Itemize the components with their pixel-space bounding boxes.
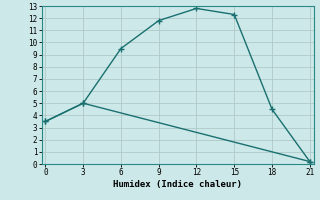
X-axis label: Humidex (Indice chaleur): Humidex (Indice chaleur) <box>113 180 242 189</box>
